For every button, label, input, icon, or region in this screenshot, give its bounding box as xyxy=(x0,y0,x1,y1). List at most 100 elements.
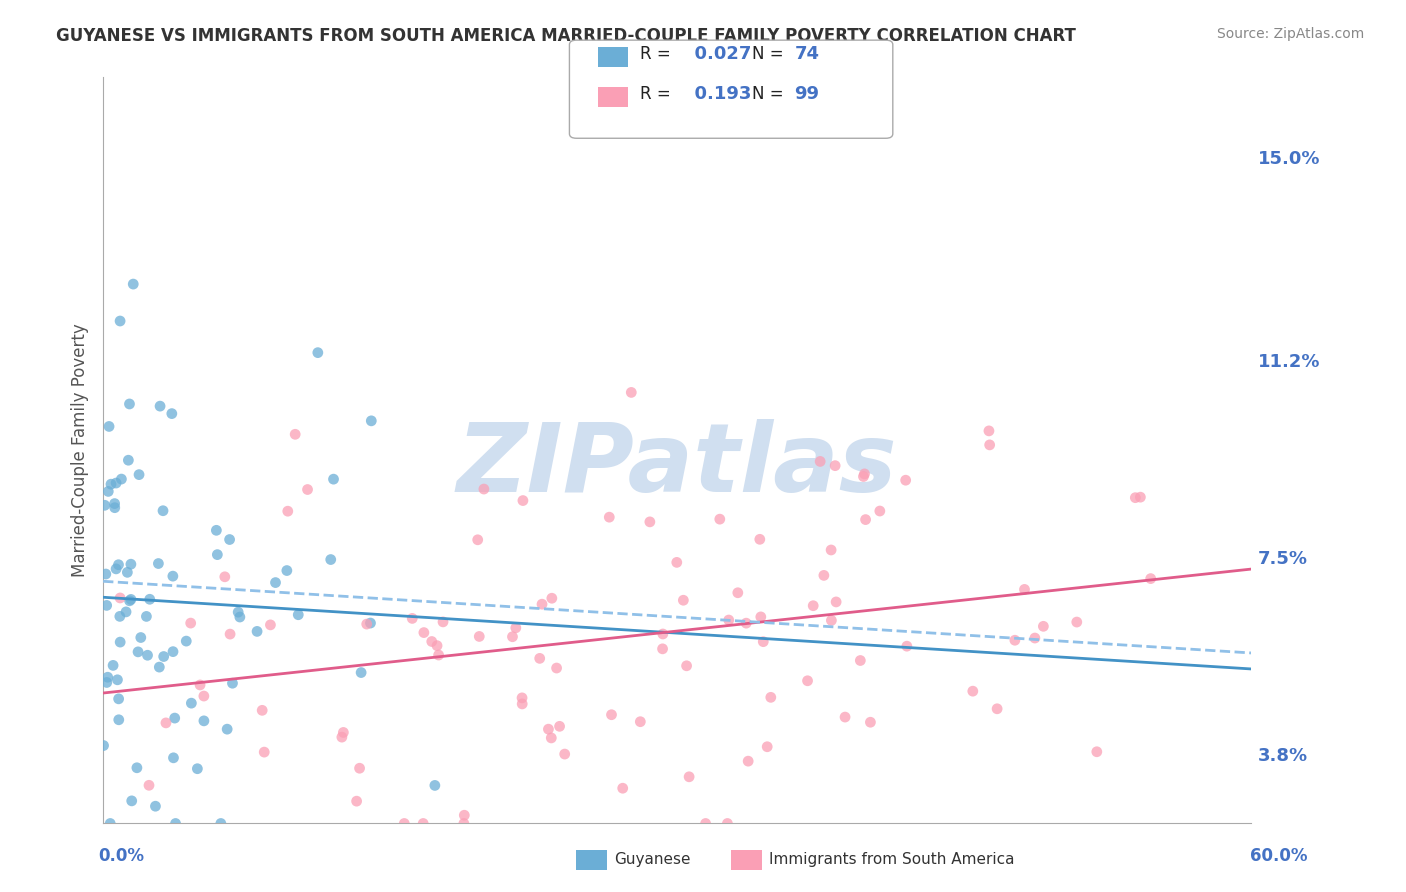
Point xyxy=(423,779,446,793)
Point xyxy=(1139,572,1161,586)
Point xyxy=(1004,633,1026,648)
Point xyxy=(148,557,170,571)
Point xyxy=(98,816,121,830)
Point xyxy=(96,599,118,613)
Point xyxy=(332,725,354,739)
Point xyxy=(107,691,129,706)
Point xyxy=(554,747,576,761)
Point xyxy=(101,658,124,673)
Point xyxy=(319,552,342,566)
Text: GUYANESE VS IMMIGRANTS FROM SOUTH AMERICA MARRIED-COUPLE FAMILY POVERTY CORRELAT: GUYANESE VS IMMIGRANTS FROM SOUTH AMERIC… xyxy=(56,27,1076,45)
Point xyxy=(651,641,673,656)
Text: 0.193: 0.193 xyxy=(682,85,751,103)
Point xyxy=(105,562,128,576)
Point xyxy=(104,500,127,515)
Point xyxy=(218,533,240,547)
Point xyxy=(105,476,128,491)
Point xyxy=(675,658,697,673)
Point xyxy=(813,568,835,582)
Point xyxy=(1066,615,1088,629)
Text: R =: R = xyxy=(640,45,676,62)
Point xyxy=(180,616,202,631)
Text: 99: 99 xyxy=(794,85,820,103)
Point xyxy=(160,407,183,421)
Point xyxy=(250,703,273,717)
Point xyxy=(756,739,779,754)
Point xyxy=(121,794,143,808)
Point xyxy=(149,399,172,413)
Point xyxy=(217,722,239,736)
Point xyxy=(628,714,651,729)
Point xyxy=(735,616,758,631)
Point xyxy=(219,627,242,641)
Point xyxy=(501,630,523,644)
Point xyxy=(824,458,846,473)
Point xyxy=(529,651,551,665)
Point xyxy=(115,605,138,619)
Point xyxy=(453,808,475,822)
Point xyxy=(94,567,117,582)
Point xyxy=(135,609,157,624)
Point xyxy=(207,548,229,562)
Point xyxy=(93,498,115,512)
Text: N =: N = xyxy=(752,85,789,103)
Point xyxy=(638,515,661,529)
Point xyxy=(796,673,818,688)
Point xyxy=(962,684,984,698)
Point xyxy=(322,472,344,486)
Point xyxy=(118,594,141,608)
Text: N =: N = xyxy=(752,45,789,62)
Point xyxy=(98,419,121,434)
Point xyxy=(717,613,740,627)
Point xyxy=(709,512,731,526)
Point xyxy=(979,438,1001,452)
Point xyxy=(117,566,139,580)
Point xyxy=(125,761,148,775)
Point xyxy=(512,493,534,508)
Point xyxy=(651,627,673,641)
Point xyxy=(104,497,127,511)
Point xyxy=(297,483,319,497)
Point xyxy=(737,754,759,768)
Point xyxy=(894,473,917,487)
Point xyxy=(108,609,131,624)
Point xyxy=(420,634,443,648)
Point xyxy=(1123,491,1146,505)
Point xyxy=(977,424,1000,438)
Text: 74: 74 xyxy=(794,45,820,62)
Point xyxy=(820,543,842,558)
Point xyxy=(120,558,142,572)
Point xyxy=(1129,490,1152,504)
Point xyxy=(665,555,688,569)
Point xyxy=(453,816,475,830)
Point xyxy=(350,665,373,680)
Point xyxy=(859,715,882,730)
Text: 0.0%: 0.0% xyxy=(98,847,145,865)
Point xyxy=(186,762,208,776)
Point xyxy=(727,586,749,600)
Point xyxy=(148,660,170,674)
Point xyxy=(287,607,309,622)
Point xyxy=(253,745,276,759)
Point xyxy=(672,593,695,607)
Point xyxy=(110,472,132,486)
Point xyxy=(426,639,449,653)
Point xyxy=(853,467,876,481)
Point xyxy=(214,570,236,584)
Point xyxy=(346,794,368,808)
Text: 0.027: 0.027 xyxy=(682,45,751,62)
Point xyxy=(356,617,378,632)
Point xyxy=(1014,582,1036,597)
Y-axis label: Married-Couple Family Poverty: Married-Couple Family Poverty xyxy=(72,324,89,577)
Point xyxy=(801,599,824,613)
Point xyxy=(759,690,782,705)
Point xyxy=(472,482,495,496)
Point xyxy=(537,722,560,736)
Point xyxy=(180,696,202,710)
Point xyxy=(808,454,831,468)
Point xyxy=(1085,745,1108,759)
Point xyxy=(165,816,187,830)
Point xyxy=(138,778,160,792)
Point xyxy=(93,739,115,753)
Point xyxy=(120,592,142,607)
